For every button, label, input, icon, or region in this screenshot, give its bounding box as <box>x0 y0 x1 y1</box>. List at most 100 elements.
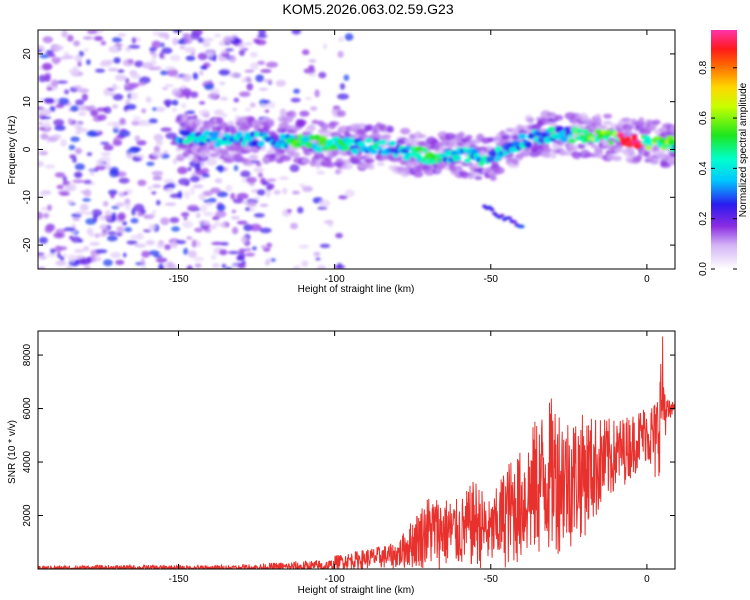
heatmap-noise-blob <box>84 211 94 215</box>
heatmap-noise-blob <box>116 232 123 237</box>
heatmap-noise-blob <box>194 227 204 233</box>
heatmap-ridge-core <box>187 136 195 142</box>
heatmap-noise-blob <box>167 261 174 269</box>
heatmap-noise-blob <box>134 82 147 86</box>
heatmap-noise-blob <box>221 263 227 269</box>
heatmap-ridge-core <box>575 128 584 134</box>
heatmap-noise-blob <box>106 231 118 235</box>
heatmap-noise-blob <box>130 235 140 240</box>
heatmap-noise-blob <box>83 47 89 53</box>
heatmap-noise-blob <box>244 69 255 73</box>
heatmap-noise-blob <box>59 255 65 262</box>
heatmap-noise-blob <box>263 247 271 252</box>
heatmap-ridge-core <box>667 139 675 146</box>
heatmap-ridge-core <box>212 131 220 137</box>
heatmap-noise-blob <box>172 158 178 165</box>
heatmap-noise-blob <box>59 192 70 196</box>
heatmap-noise-blob <box>202 173 210 178</box>
snr-axes: -150 -100 -50 0 2000 4000 6000 8000 <box>22 331 675 585</box>
heatmap-noise-blob <box>141 250 151 258</box>
heatmap-noise-blob <box>38 252 45 256</box>
heatmap-noise-blob <box>40 133 49 140</box>
heatmap-ridge-halo <box>669 124 675 133</box>
heatmap-noise-blob <box>181 102 187 109</box>
heatmap-noise-blob <box>257 34 268 39</box>
heatmap-noise-blob <box>67 117 73 125</box>
heatmap-noise-blob <box>73 171 83 178</box>
heatmap-noise-blob <box>213 33 222 38</box>
heatmap-noise-blob <box>155 141 164 146</box>
x-tick-label: -150 <box>169 274 189 285</box>
heatmap-noise-blob <box>308 59 317 63</box>
heatmap-noise-blob <box>258 30 266 36</box>
heatmap-noise-blob <box>316 170 326 175</box>
heatmap-noise-blob <box>152 176 163 181</box>
x-tick-label: -100 <box>325 574 345 585</box>
heatmap-noise-blob <box>99 61 111 67</box>
heatmap-noise-blob <box>211 241 224 246</box>
heatmap-noise-blob <box>169 217 180 224</box>
heatmap-noise-blob <box>207 92 217 100</box>
heatmap-noise-blob <box>286 209 292 213</box>
y-tick-label: 2000 <box>22 504 33 527</box>
heatmap-noise-blob <box>103 144 114 151</box>
heatmap-noise-blob <box>189 175 201 183</box>
heatmap-ridge-halo <box>467 174 475 180</box>
heatmap-noise-blob <box>51 57 61 64</box>
heatmap-noise-blob <box>70 136 80 142</box>
heatmap-noise-blob <box>192 184 204 189</box>
heatmap-noise-blob <box>187 204 200 212</box>
heatmap-noise-blob <box>229 55 237 63</box>
heatmap-noise-blob <box>148 118 158 124</box>
heatmap-noise-blob <box>192 72 199 80</box>
heatmap-ridge-halo <box>281 116 294 123</box>
heatmap-noise-blob <box>53 44 64 52</box>
heatmap-noise-blob <box>95 68 106 73</box>
heatmap-noise-blob <box>317 206 328 210</box>
heatmap-noise-blob <box>336 110 346 117</box>
heatmap-ridge-halo <box>325 156 332 162</box>
heatmap-noise-blob <box>123 191 129 195</box>
heatmap-noise-blob <box>259 227 272 234</box>
heatmap-noise-blob <box>164 202 177 206</box>
heatmap-noise-blob <box>83 265 91 269</box>
heatmap-ridge-core <box>518 133 526 140</box>
heatmap-ridge-halo <box>461 172 469 179</box>
heatmap-noise-blob <box>38 74 47 83</box>
heatmap-noise-blob <box>242 200 249 205</box>
heatmap-noise-blob <box>291 30 302 35</box>
heatmap-ridge-halo <box>400 127 411 135</box>
heatmap-noise-blob <box>152 184 162 189</box>
heatmap-noise-blob <box>39 191 47 197</box>
colorbar: 0.0 0.2 0.4 0.6 0.8 Normalized spectral ampl… <box>698 30 749 276</box>
heatmap-noise-blob <box>236 220 248 225</box>
heatmap-ridge-halo <box>417 134 427 139</box>
heatmap-noise-blob <box>62 176 67 182</box>
heatmap-ridge-core <box>672 144 675 150</box>
heatmap-noise-blob <box>107 68 119 72</box>
heatmap-noise-blob <box>135 154 146 158</box>
heatmap-noise-blob <box>38 211 43 220</box>
heatmap-noise-blob <box>132 116 141 121</box>
heatmap-noise-blob <box>179 45 186 50</box>
heatmap-ridge-core <box>279 133 287 141</box>
heatmap-noise-blob <box>266 178 277 182</box>
heatmap-noise-blob <box>159 51 165 59</box>
heatmap-noise-blob <box>233 165 239 172</box>
heatmap-noise-blob <box>181 220 194 229</box>
heatmap-ridge-halo <box>660 162 672 168</box>
snr-ylabel: SNR (10 * v/v) <box>7 420 18 484</box>
heatmap-noise-blob <box>42 120 51 129</box>
heatmap-noise-blob <box>249 62 259 70</box>
heatmap-ridge-halo <box>350 159 363 165</box>
heatmap-noise-blob <box>141 265 147 269</box>
heatmap-noise-blob <box>82 198 91 202</box>
heatmap-noise-blob <box>100 141 110 145</box>
heatmap-noise-blob <box>244 248 252 252</box>
heatmap-noise-blob <box>275 80 287 87</box>
heatmap-noise-blob <box>259 103 268 109</box>
heatmap-noise-blob <box>145 96 152 103</box>
heatmap-noise-blob <box>38 98 45 102</box>
heatmap-noise-blob <box>100 152 111 156</box>
chart-title: KOM5.2026.063.02.59.G23 <box>282 1 453 17</box>
